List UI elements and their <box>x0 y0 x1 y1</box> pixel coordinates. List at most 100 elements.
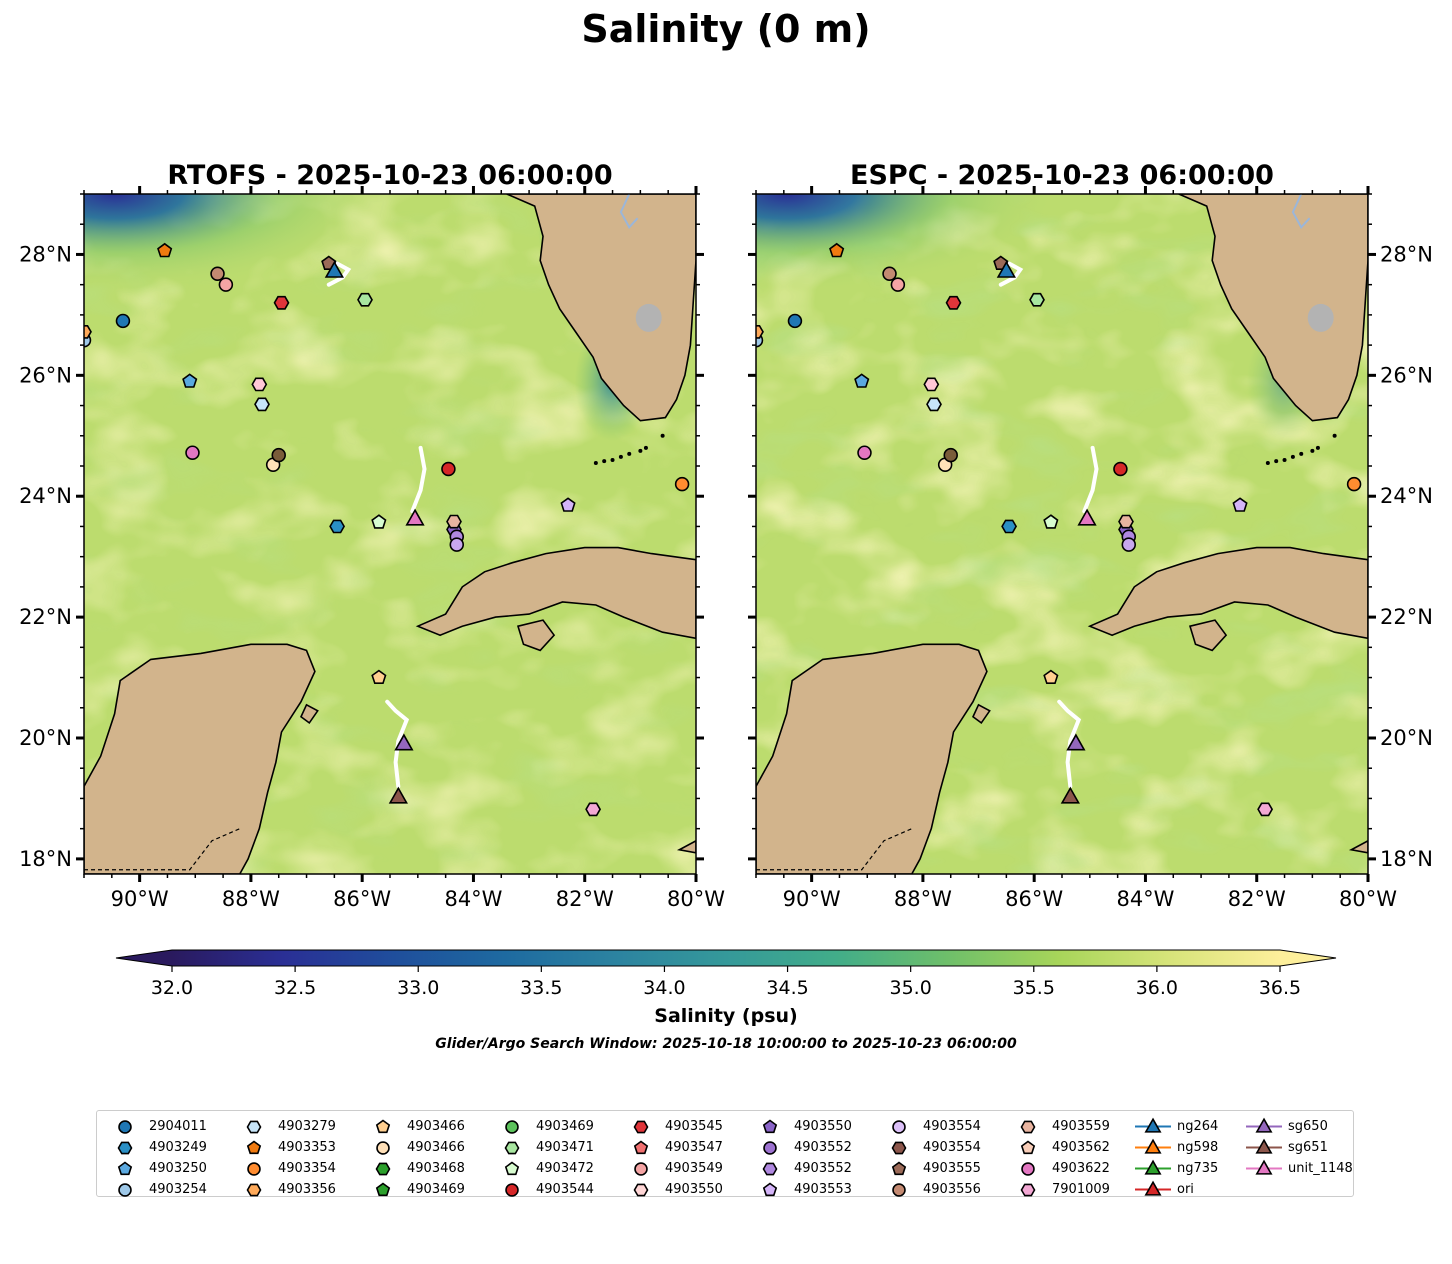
map-panel-espc: ESPC - 2025-10-23 06:00:00 90°W 88°W 86°W 84… <box>748 160 1433 911</box>
legend-entry: 4903562 <box>1008 1137 1136 1158</box>
argo-float-4903472 <box>1043 514 1059 529</box>
legend-entry: 7901009 <box>1008 1179 1136 1200</box>
argo-float-4903356 <box>84 324 92 339</box>
legend-entry: ng735 <box>1133 1158 1261 1179</box>
argo-float-4903279 <box>254 397 270 412</box>
argo-float-4903279 <box>926 397 942 412</box>
argo-float-4903559 <box>1118 514 1134 529</box>
legend-entry: 4903466 <box>363 1137 491 1158</box>
legend-label: 4903550 <box>794 1119 852 1134</box>
glider-unit_1148 <box>1077 508 1097 526</box>
legend-label: 4903249 <box>149 1140 207 1155</box>
argo-float-4903559 <box>446 514 462 529</box>
legend-entry: 4903356 <box>234 1179 362 1200</box>
legend-label: unit_1148 <box>1288 1161 1353 1176</box>
legend-label: 4903554 <box>923 1119 981 1134</box>
legend-column: 4903550 4903552 4903552 4903553 <box>750 1116 878 1200</box>
land-isla_juventud <box>1188 619 1228 652</box>
glider-track-unit_1148 <box>1082 445 1099 514</box>
argo-float-4903545 <box>273 295 290 310</box>
legend-entry: 4903552 <box>750 1137 878 1158</box>
argo-float-4903544 <box>1113 461 1128 477</box>
legend-entry: 4903550 <box>750 1116 878 1137</box>
argo-float-4903556 <box>210 266 225 282</box>
land-isla_juventud <box>516 619 556 652</box>
argo-float-4903471 <box>357 292 373 307</box>
legend-label: 4903353 <box>278 1140 336 1155</box>
legend-entry: 4903471 <box>492 1137 620 1158</box>
legend-column: 4903279 4903353 4903354 4903356 <box>234 1116 362 1200</box>
legend-entry: ng598 <box>1133 1137 1261 1158</box>
legend-entry: 4903468 <box>363 1158 491 1179</box>
legend-label: 4903469 <box>536 1119 594 1134</box>
legend-marker-pentagon <box>891 1161 907 1176</box>
legend-entry: 4903544 <box>492 1179 620 1200</box>
land-florida <box>1178 194 1368 422</box>
legend-label: 4903550 <box>665 1182 723 1197</box>
legend-column: 2904011 4903249 4903250 4903254 <box>105 1116 233 1200</box>
glider-track-ng264 <box>998 261 1024 287</box>
lon-tick-label: 82°W <box>556 887 614 911</box>
glider-track-sg650 <box>1057 699 1082 789</box>
argo-float-4903549 <box>890 277 906 292</box>
legend-marker-circle <box>247 1162 261 1176</box>
legend-entry: 4903554 <box>879 1137 1007 1158</box>
land <box>84 194 696 874</box>
legend-label: 4903552 <box>794 1161 852 1176</box>
legend-label: 4903250 <box>149 1161 207 1176</box>
land-jamaica_tip <box>676 839 696 854</box>
legend-marker-hexagon <box>117 1141 133 1155</box>
legend-entry: 4903550 <box>621 1179 749 1200</box>
legend-marker-circle <box>892 1120 906 1134</box>
colorbar-tick-label: 35.0 <box>890 977 932 999</box>
legend-entry: sg651 <box>1244 1137 1372 1158</box>
legend-label: 4903469 <box>407 1182 465 1197</box>
legend-marker-hexagon <box>633 1120 649 1134</box>
argo-float-2904011 <box>787 313 803 329</box>
country-border <box>84 828 241 871</box>
legend-label: ori <box>1177 1182 1194 1197</box>
argo-float-4903545 <box>945 295 962 310</box>
legend-label: 4903555 <box>923 1161 981 1176</box>
glider-sg650 <box>1066 733 1086 751</box>
legend-marker-hexagon <box>375 1162 391 1176</box>
argo-float-4903549 <box>218 277 234 292</box>
lon-tick-label: 90°W <box>111 887 169 911</box>
land-cuba <box>1087 546 1368 640</box>
legend-marker-pentagon <box>762 1119 778 1134</box>
glider-ng264 <box>996 260 1016 278</box>
lat-tick-label: 24°N <box>19 484 72 508</box>
lat-tick-label: 20°N <box>19 726 72 750</box>
glider-unit_1148 <box>405 508 425 526</box>
land-cozumel <box>972 703 991 725</box>
legend-label: ng735 <box>1177 1161 1219 1176</box>
legend-marker-circle <box>1021 1162 1035 1176</box>
argo-float-4903353 <box>829 242 845 258</box>
glider-sg650 <box>394 733 414 751</box>
legend-column: 4903554 4903554 4903555 4903556 <box>879 1116 1007 1200</box>
argo-float-4903354 <box>1346 476 1362 492</box>
legend-marker-circle <box>634 1162 648 1176</box>
lat-tick-label: 26°N <box>1380 363 1433 387</box>
argo-float-4903353 <box>157 242 173 258</box>
argo-float-7901009 <box>585 802 602 817</box>
legend-label: sg650 <box>1288 1119 1328 1134</box>
legend-label: 4903622 <box>1052 1161 1110 1176</box>
colorbar-gradient <box>172 950 1280 966</box>
colorbar-label: Salinity (psu) <box>654 1005 797 1027</box>
legend-marker-pentagon <box>246 1140 262 1155</box>
argo-float-4903471 <box>1029 292 1045 307</box>
legend-label: 4903552 <box>794 1140 852 1155</box>
colorbar: 32.0 32.5 33.0 33.5 34.0 34.5 35.0 35.5 36.0 36.5… <box>115 949 1337 1027</box>
legend-entry: 4903353 <box>234 1137 362 1158</box>
legend-label: 4903472 <box>536 1161 594 1176</box>
glider-sg651 <box>1060 786 1080 804</box>
glider-track-ng264 <box>326 261 352 287</box>
legend-marker-pentagon <box>504 1161 520 1176</box>
colorbar-tick-label: 36.0 <box>1136 977 1178 999</box>
colorbar-extend-high <box>1280 950 1336 966</box>
panel-title: ESPC - 2025-10-23 06:00:00 <box>850 160 1274 191</box>
legend-entry: 4903554 <box>879 1116 1007 1137</box>
argo-float-4903544 <box>441 461 456 477</box>
legend-marker-hexagon <box>246 1183 262 1197</box>
